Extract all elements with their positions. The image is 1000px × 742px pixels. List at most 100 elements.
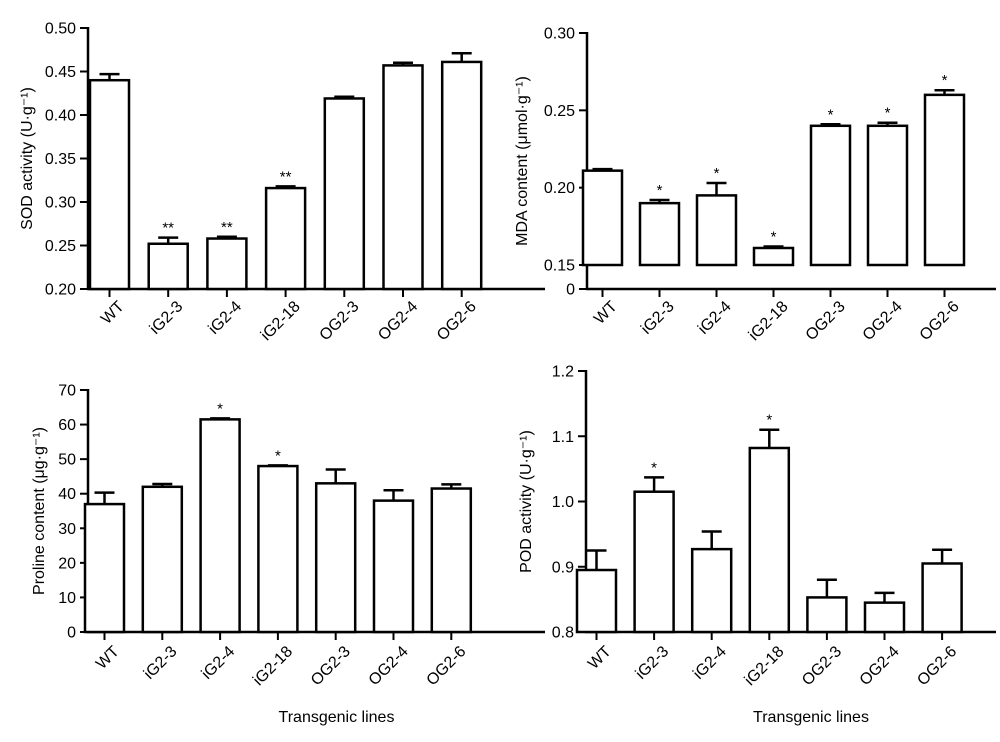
y-tick-label: 0.30: [45, 195, 76, 212]
x-category-label: iG2-18: [250, 643, 296, 689]
bar-iG2-4: [199, 418, 241, 634]
bar-OG2-3: [809, 124, 852, 267]
x-category-label: iG2-18: [258, 298, 304, 344]
x-category-label: OG2-6: [914, 643, 960, 689]
x-category-label: iG2-4: [205, 298, 245, 338]
significance-mark: *: [657, 182, 663, 199]
bar-OG2-6: [430, 487, 473, 634]
significance-mark: *: [942, 72, 948, 89]
x-category-label: WT: [591, 298, 621, 328]
y-tick-label: 0: [67, 625, 76, 642]
x-category-label: iG2-3: [141, 643, 181, 683]
y-tick-label: 0.50: [45, 21, 76, 38]
bar-OG2-4: [863, 601, 906, 634]
y-axis-title: Proline content (μg·g⁻¹): [31, 427, 48, 595]
y-tick-label: 0.15: [544, 258, 575, 275]
x-category-label: OG2-4: [375, 298, 421, 344]
bar-iG2-3: [141, 485, 184, 634]
significance-mark: *: [828, 106, 834, 123]
significance-mark: *: [714, 165, 720, 182]
bar-iG2-18: [752, 246, 795, 267]
bar-iG2-3: [633, 490, 675, 634]
y-tick-label: 0.9: [552, 559, 574, 576]
bar-OG2-3: [806, 596, 848, 634]
x-category-label: OG2-3: [799, 643, 845, 689]
bar-WT: [88, 78, 131, 291]
panel-3: 0 10 20 30 40 50 60 70 Proline content (μg·g⁻¹) W…: [31, 383, 545, 726]
bar-OG2-6: [921, 562, 963, 634]
bar-iG2-18: [264, 186, 307, 291]
x-axis-title: Transgenic lines: [279, 709, 395, 726]
y-tick-label: 0.40: [45, 108, 76, 125]
y-axis-title: POD activity (U·g⁻¹): [518, 430, 535, 573]
y-tick-label: 1.1: [552, 429, 574, 446]
x-category-label: iG2-3: [638, 298, 678, 338]
x-category-label: iG2-4: [199, 643, 239, 683]
bar-iG2-3: [638, 201, 681, 267]
x-category-label: OG2-3: [317, 298, 363, 344]
bar-OG2-4: [866, 124, 909, 267]
y-tick-label: 1.2: [552, 364, 574, 381]
bar-OG2-6: [440, 60, 483, 291]
x-category-label: OG2-4: [366, 643, 412, 689]
x-category-label: OG2-4: [860, 298, 906, 344]
x-category-label: OG2-3: [803, 298, 849, 344]
y-axis-title: SOD activity (U·g⁻¹): [19, 87, 36, 230]
y-tick-label: 50: [58, 452, 76, 469]
bar-OG2-4: [372, 499, 415, 634]
bar-iG2-3: [147, 242, 189, 291]
x-category-label: OG2-6: [917, 298, 963, 344]
significance-mark: *: [766, 412, 772, 429]
bar-WT: [83, 502, 126, 634]
x-category-label: WT: [98, 298, 128, 328]
y-tick-label: 0.8: [552, 625, 574, 642]
y-axis-title: MDA content (μmol·g⁻¹): [514, 76, 531, 246]
significance-mark: *: [217, 400, 223, 417]
significance-mark: *: [275, 447, 281, 464]
y-tick-label: 0.20: [45, 282, 76, 299]
x-category-label: OG2-6: [434, 298, 480, 344]
y-tick-label: 0: [566, 282, 575, 299]
significance-mark: *: [771, 228, 777, 245]
y-tick-label: 30: [58, 521, 76, 538]
panel-4: 0.8 0.9 1.0 1.1 1.2 POD activity (U·g⁻¹) WT * iG…: [518, 364, 996, 726]
x-category-label: iG2-3: [147, 298, 187, 338]
x-category-label: OG2-6: [424, 643, 470, 689]
significance-mark: **: [162, 220, 174, 237]
bar-OG2-3: [314, 482, 357, 634]
y-tick-label: 0.20: [544, 180, 575, 197]
bar-WT: [581, 169, 624, 267]
y-tick-label: 0.25: [45, 238, 76, 255]
significance-mark: **: [280, 168, 292, 185]
y-tick-label: 0.45: [45, 64, 76, 81]
bar-WT: [575, 568, 618, 634]
panel-2: 0 0.15 0.20 0.25 0.30 MDA content (μmol·g⁻¹) W…: [514, 26, 996, 344]
bar-OG2-4: [382, 64, 424, 291]
y-tick-label: 0.25: [544, 103, 575, 120]
x-category-label: WT: [93, 643, 123, 673]
x-category-label: iG2-18: [746, 298, 792, 344]
x-category-label: iG2-4: [690, 643, 730, 683]
y-tick-label: 0.30: [544, 26, 575, 43]
bar-iG2-18: [257, 464, 299, 634]
x-category-label: iG2-18: [742, 643, 788, 689]
y-tick-label: 20: [58, 555, 76, 572]
x-category-label: iG2-3: [633, 643, 673, 683]
y-tick-label: 0.35: [45, 151, 76, 168]
x-axis-title: Transgenic lines: [753, 709, 869, 726]
bar-OG2-6: [923, 93, 966, 267]
bar-iG2-18: [748, 446, 791, 634]
x-category-label: OG2-4: [857, 643, 903, 689]
panel-1: 0.20 0.25 0.30 0.35 0.40 0.45 0.50 SOD activity…: [19, 21, 545, 344]
bar-OG2-3: [323, 97, 366, 291]
x-category-label: WT: [585, 643, 615, 673]
bar-iG2-4: [206, 237, 248, 291]
significance-mark: **: [221, 219, 233, 236]
significance-mark: *: [885, 105, 891, 122]
x-category-label: iG2-4: [695, 298, 735, 338]
significance-mark: *: [651, 459, 657, 476]
y-tick-label: 60: [58, 417, 76, 434]
x-category-label: OG2-3: [308, 643, 354, 689]
y-tick-label: 1.0: [552, 494, 574, 511]
